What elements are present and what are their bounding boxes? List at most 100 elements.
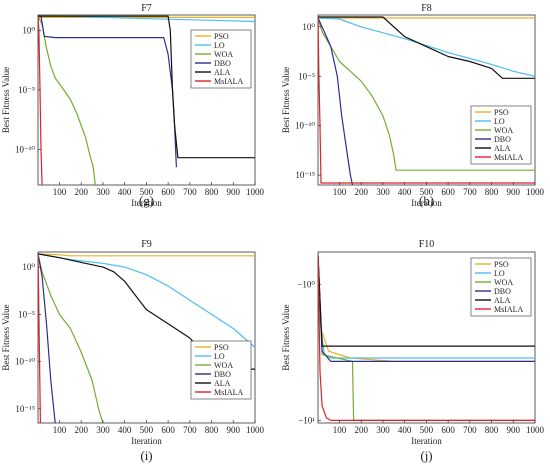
x-tick-label: 1000 — [526, 187, 545, 197]
x-tick-label: 100 — [53, 187, 67, 197]
series-line-dbo — [318, 17, 354, 185]
legend-label: MsIALA — [214, 388, 244, 397]
x-tick-label: 400 — [398, 425, 412, 435]
legend-box — [190, 29, 252, 89]
legend-label: LO — [494, 117, 505, 126]
x-tick-label: 800 — [485, 187, 499, 197]
x-tick-label: 700 — [183, 425, 197, 435]
legend-label: WOA — [494, 278, 513, 287]
chart-title: F8 — [421, 3, 432, 14]
y-tick-label: 10⁻¹⁵ — [15, 404, 35, 414]
x-tick-label: 1000 — [246, 425, 265, 435]
legend-label: DBO — [214, 370, 231, 379]
y-tick-label: 10⁻⁵ — [18, 309, 35, 319]
series-line-ala — [38, 15, 255, 159]
x-axis-label: Iteration — [411, 436, 442, 446]
y-tick-label: 10⁻⁵ — [18, 85, 35, 95]
x-tick-label: 600 — [441, 425, 455, 435]
x-tick-label: 900 — [507, 187, 521, 197]
legend-label: MsIALA — [494, 305, 524, 314]
legend-label: PSO — [494, 260, 509, 269]
legend-label: ALA — [214, 379, 231, 388]
series-line-ala — [318, 16, 535, 79]
x-tick-label: 400 — [398, 187, 412, 197]
chart-title: F9 — [141, 239, 152, 250]
x-tick-label: 700 — [463, 187, 477, 197]
x-tick-label: 500 — [420, 187, 434, 197]
x-tick-label: 900 — [507, 425, 521, 435]
y-tick-label: 10⁰ — [22, 25, 35, 35]
series-line-lo — [318, 17, 535, 77]
legend-label: ALA — [494, 296, 511, 305]
legend-label: DBO — [494, 287, 511, 296]
chart-panel-f8: 100 200 300 400 500 600 700 800 900 1000 10⁰ 10⁻⁵ 10… — [281, 3, 545, 208]
legend-label: PSO — [494, 108, 509, 117]
x-tick-label: 200 — [354, 187, 368, 197]
legend-box — [470, 257, 532, 317]
series-line-msiala — [318, 255, 535, 421]
y-axis-label: Best Fitness Value — [1, 67, 11, 133]
series-group — [318, 255, 535, 421]
chart-panel-f9: 100 200 300 400 500 600 700 800 900 1000 10⁰ 10⁻⁵ 10… — [1, 239, 265, 463]
x-tick-label: 200 — [354, 425, 368, 435]
x-tick-label: 200 — [74, 187, 88, 197]
y-tick-label: 10⁻¹⁵ — [295, 170, 315, 180]
x-tick-label: 500 — [420, 425, 434, 435]
panel-caption: (h) — [419, 193, 434, 208]
panel-caption: (i) — [140, 448, 152, 463]
legend-label: ALA — [494, 144, 511, 153]
y-tick-label: −10⁰ — [297, 279, 315, 289]
legend-label: PSO — [214, 32, 229, 41]
x-tick-label: 800 — [205, 187, 219, 197]
panel-caption: (j) — [420, 448, 432, 463]
x-tick-label: 100 — [333, 187, 347, 197]
x-tick-label: 700 — [183, 187, 197, 197]
x-tick-label: 900 — [227, 425, 241, 435]
legend-label: MsIALA — [214, 77, 244, 86]
panel-caption: (g) — [139, 193, 154, 208]
x-tick-label: 500 — [140, 425, 154, 435]
x-tick-label: 700 — [463, 425, 477, 435]
x-tick-label: 600 — [161, 425, 175, 435]
series-line-dbo — [38, 253, 56, 423]
x-tick-label: 1000 — [526, 425, 545, 435]
x-tick-label: 400 — [118, 187, 132, 197]
legend-label: LO — [494, 269, 505, 278]
x-tick-label: 400 — [118, 425, 132, 435]
x-axis-label: Iteration — [131, 198, 162, 208]
x-tick-label: 200 — [74, 425, 88, 435]
y-tick-label: 10⁰ — [22, 262, 35, 272]
legend-label: WOA — [214, 361, 233, 370]
series-line-pso — [38, 253, 255, 257]
x-tick-label: 800 — [485, 425, 499, 435]
x-axis-label: Iteration — [131, 436, 162, 446]
series-line-woa — [38, 15, 96, 185]
x-tick-label: 500 — [140, 187, 154, 197]
x-tick-label: 800 — [205, 425, 219, 435]
legend-label: DBO — [494, 135, 511, 144]
y-tick-label: 10⁻¹⁰ — [15, 144, 35, 154]
x-tick-label: 300 — [376, 187, 390, 197]
legend-label: LO — [214, 41, 225, 50]
legend-label: MsIALA — [494, 153, 524, 162]
legend-label: LO — [214, 352, 225, 361]
x-tick-label: 900 — [227, 187, 241, 197]
x-tick-label: 1000 — [246, 187, 265, 197]
chart-title: F7 — [141, 3, 152, 14]
y-tick-label: −10¹ — [298, 415, 315, 425]
series-group — [318, 16, 535, 185]
y-axis-label: Best Fitness Value — [281, 304, 291, 370]
x-tick-label: 300 — [96, 425, 110, 435]
legend-label: WOA — [214, 50, 233, 59]
legend-label: PSO — [214, 343, 229, 352]
x-tick-label: 100 — [333, 425, 347, 435]
x-tick-label: 100 — [53, 425, 67, 435]
series-line-woa — [38, 253, 104, 423]
series-line-ala — [318, 255, 535, 347]
y-axis-label: Best Fitness Value — [281, 67, 291, 133]
y-tick-label: 10⁻⁵ — [298, 71, 315, 81]
